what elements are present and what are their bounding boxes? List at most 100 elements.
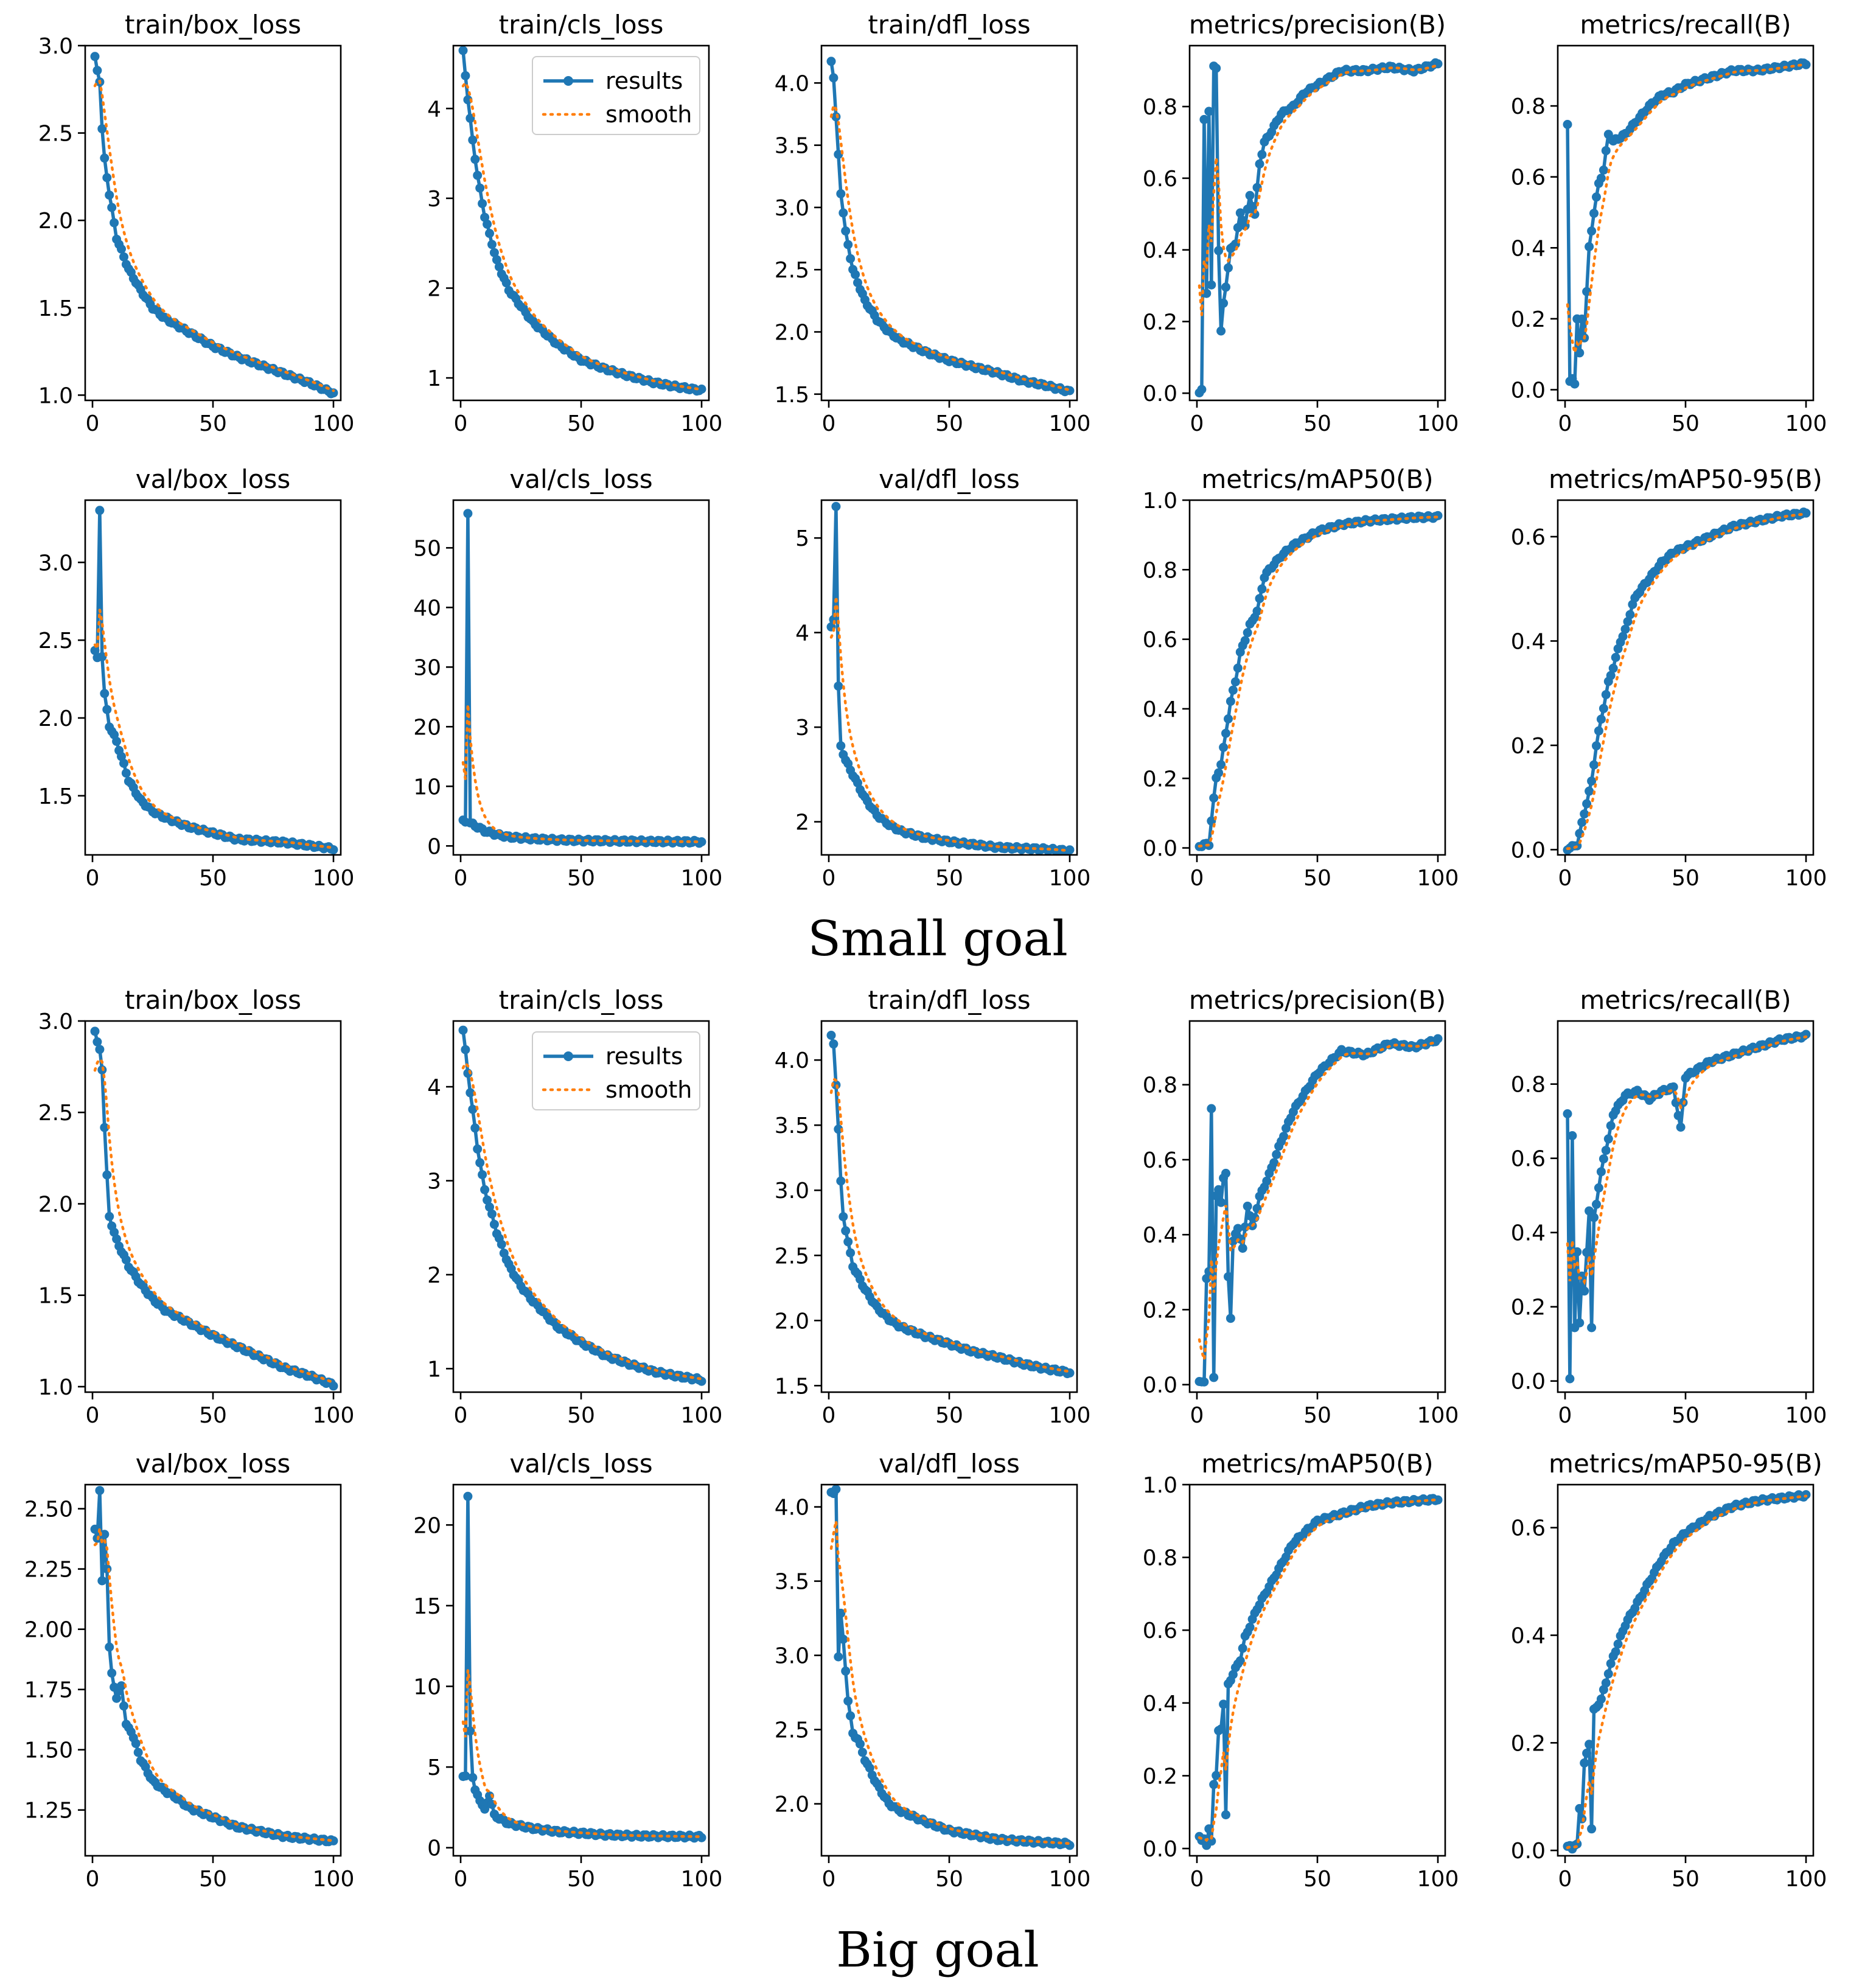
results-point	[1224, 714, 1233, 723]
plot-frame	[1557, 1483, 1815, 1857]
y-tick-label: 3.0	[775, 1644, 809, 1669]
results-point	[1233, 1224, 1243, 1233]
legend-results-marker	[563, 76, 573, 86]
y-tick-label: 0.0	[1511, 1370, 1546, 1395]
results-point	[1587, 776, 1597, 786]
chart-big-goal-val-cls-loss: val/cls_loss 0 50 100 0 5 10 15 20	[413, 1449, 722, 1892]
results-point	[494, 262, 504, 271]
results-point	[1563, 1109, 1572, 1118]
legend: results smooth	[532, 1031, 700, 1110]
y-tick-label: 0.2	[1511, 734, 1546, 759]
x-tick-label: 0	[86, 1403, 100, 1428]
results-point	[329, 845, 338, 855]
results-point	[1250, 209, 1260, 219]
x-tick-label: 100	[1785, 1403, 1827, 1428]
x-tick-label: 100	[681, 866, 723, 891]
chart-title: train/dfl_loss	[868, 985, 1030, 1015]
results-point	[117, 1681, 126, 1691]
results-point	[836, 189, 846, 198]
results-point	[112, 1693, 122, 1703]
y-tick-label: 0.6	[1143, 167, 1177, 192]
results-point	[1219, 298, 1229, 308]
results-point	[1596, 714, 1606, 724]
chart-big-goal-val-dfl-loss: val/dfl_loss 0 50 100 2.0 2.5 3.0 3.5 4.0	[775, 1449, 1091, 1892]
results-point	[121, 768, 131, 778]
results-point	[826, 1031, 836, 1040]
results-point	[829, 1039, 839, 1049]
results-point	[458, 46, 468, 55]
smooth-series-line	[93, 1057, 335, 1384]
x-tick-label: 50	[935, 1867, 963, 1892]
results-point	[473, 1144, 483, 1154]
results-points	[90, 506, 338, 855]
results-point	[1575, 348, 1585, 358]
x-tick-label: 50	[567, 1403, 595, 1428]
results-points	[90, 52, 338, 399]
results-point	[92, 66, 102, 75]
results-point	[1582, 1748, 1592, 1758]
smooth-series-line	[1198, 515, 1440, 848]
results-point	[851, 270, 860, 279]
results-point	[119, 759, 128, 768]
results-point	[470, 155, 480, 164]
results-point	[1207, 280, 1216, 290]
results-point	[97, 652, 107, 661]
chart-title: train/dfl_loss	[868, 10, 1030, 40]
results-point	[846, 254, 856, 263]
y-tick-label: 10	[413, 775, 441, 800]
results-point	[1801, 1490, 1811, 1499]
results-point	[1603, 1134, 1613, 1144]
results-point	[1613, 1639, 1623, 1649]
x-tick-label: 100	[681, 1403, 723, 1428]
y-tick-label: 1.5	[38, 1284, 73, 1309]
results-point	[1570, 379, 1580, 389]
results-point	[1587, 226, 1597, 236]
results-point	[1216, 1724, 1226, 1734]
y-tick-label: 2.00	[24, 1618, 73, 1643]
results-point	[485, 1791, 494, 1801]
results-point	[1065, 845, 1075, 855]
x-tick-label: 50	[567, 1867, 595, 1892]
y-tick-label: 3	[795, 716, 809, 740]
x-tick-label: 50	[199, 1403, 227, 1428]
results-point	[100, 689, 110, 699]
results-point	[831, 1485, 841, 1494]
y-tick-label: 4	[427, 97, 441, 122]
x-tick-label: 50	[935, 866, 963, 891]
x-tick-label: 100	[1049, 1403, 1091, 1428]
y-tick-label: 3.5	[775, 1570, 809, 1595]
results-point	[1592, 192, 1601, 202]
chart-title: metrics/mAP50-95(B)	[1549, 1449, 1822, 1479]
results-point	[836, 741, 846, 751]
results-point	[466, 1088, 475, 1098]
results-point	[1611, 653, 1620, 662]
y-tick-label: 2	[427, 1263, 441, 1288]
x-tick-label: 0	[454, 411, 468, 436]
results-point	[1207, 1104, 1216, 1113]
y-tick-label: 0.8	[1143, 1073, 1177, 1098]
results-point	[468, 1104, 478, 1114]
results-point	[1209, 1373, 1219, 1382]
legend-smooth-label: smooth	[605, 101, 692, 128]
smooth-series-line	[1566, 63, 1808, 354]
results-point	[1592, 741, 1601, 751]
y-tick-label: 4.0	[775, 1496, 809, 1521]
x-tick-label: 50	[199, 866, 227, 891]
chart-small-goal-metrics-map50-b: metrics/mAP50(B) 0 50 100 0.0 0.2 0.4 0.6 0.8 1.0	[1143, 464, 1459, 891]
results-point	[1214, 1185, 1224, 1194]
results-point	[1601, 146, 1611, 156]
smooth-series-line	[1566, 1494, 1808, 1849]
y-tick-label: 2.5	[775, 1244, 809, 1269]
y-tick-label: 2.5	[38, 1101, 73, 1126]
results-point	[90, 52, 100, 61]
results-point	[1197, 385, 1207, 394]
y-tick-label: 1.5	[38, 784, 73, 809]
results-point	[119, 252, 128, 262]
results-point	[836, 1608, 846, 1618]
results-point	[836, 1176, 846, 1186]
chart-title: metrics/precision(B)	[1189, 10, 1446, 40]
x-tick-label: 0	[454, 1867, 468, 1892]
results-point	[1243, 628, 1252, 638]
smooth-series-line	[93, 79, 335, 392]
x-tick-label: 0	[1558, 1403, 1572, 1428]
